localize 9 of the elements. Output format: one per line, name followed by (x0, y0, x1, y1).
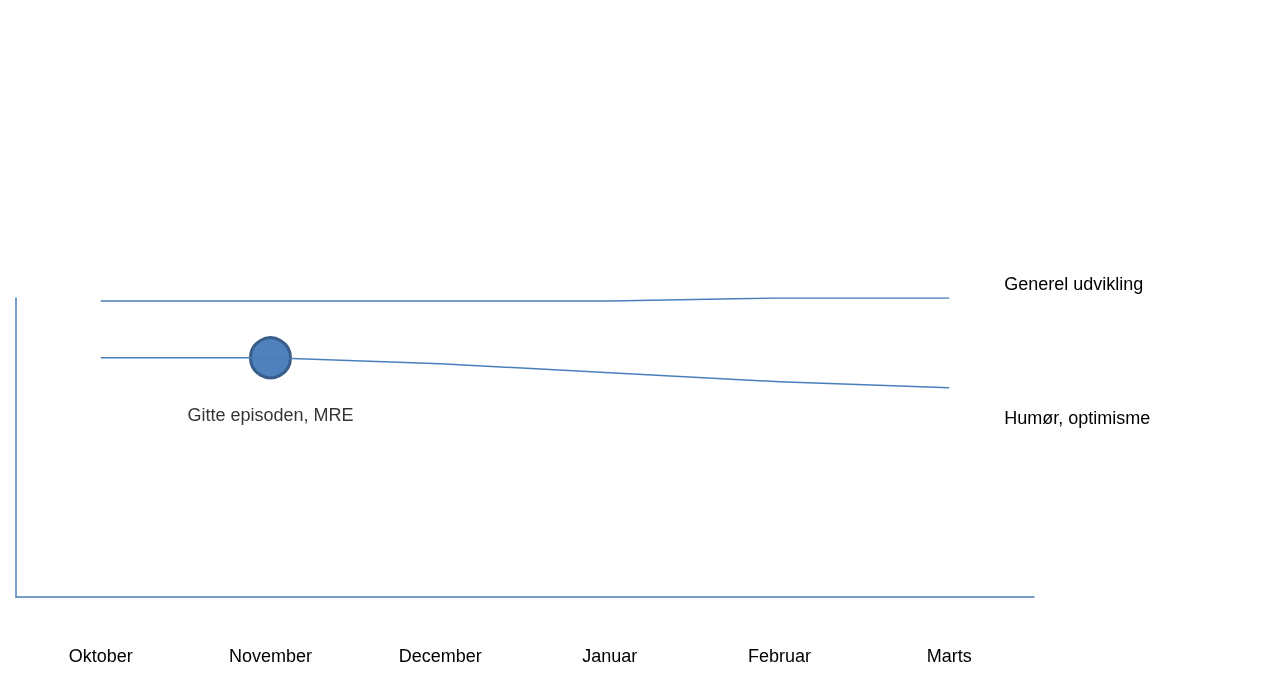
x-tick-label: Marts (926, 646, 972, 666)
x-tick-label: Oktober (68, 646, 133, 666)
text: Generel udvikling (1004, 274, 1144, 294)
annotation: Gitte episoden, MRE (187, 404, 354, 425)
x-tick-label: Januar (582, 646, 638, 666)
x-tick-label: November (228, 646, 313, 666)
x-tick-label: December (398, 646, 482, 666)
text: Humør, optimisme (1004, 407, 1151, 428)
x-tick-label: Februar (747, 646, 812, 666)
